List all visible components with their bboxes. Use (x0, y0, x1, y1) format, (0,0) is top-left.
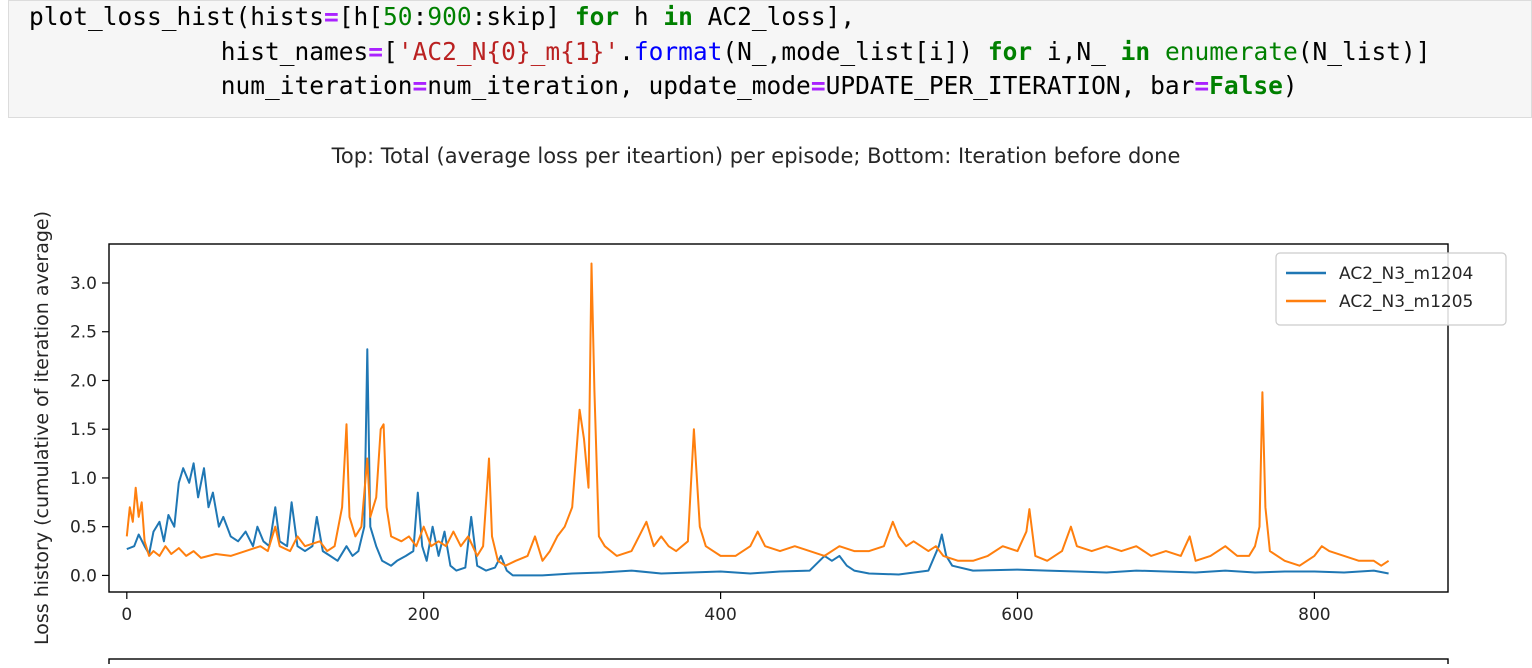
legend-label: AC2_N3_m1204 (1339, 264, 1473, 284)
y-tick-label: 1.0 (70, 469, 97, 489)
next-plot-frame-top (108, 658, 1449, 668)
code-token: [h[ (338, 2, 384, 31)
code-editor[interactable]: plot_loss_hist(hists=[h[50:900:skip] for… (29, 0, 1430, 104)
code-token: enumerate (1164, 36, 1298, 66)
code-token (29, 37, 221, 66)
code-token: format (633, 36, 723, 66)
code-token: 900 (427, 2, 472, 31)
code-token: 'AC2_N{0}_m{1}' (397, 36, 620, 66)
chart-title: Top: Total (average loss per iteartion) … (331, 144, 1181, 168)
y-tick-label: 0.0 (70, 566, 97, 586)
series-layer (125, 262, 1390, 577)
code-token: : (412, 2, 428, 31)
code-token: (N_list)] (1297, 36, 1431, 66)
code-token: for (987, 36, 1033, 66)
y-tick-label: 2.0 (70, 371, 97, 391)
code-token: in (1120, 36, 1151, 66)
code-token: num_iteration, update_mode (427, 71, 811, 100)
code-token: = (368, 36, 384, 66)
code-token: = (1194, 71, 1210, 100)
code-token (29, 71, 221, 100)
y-axis-label: Loss history (cumulative of iteration av… (31, 211, 53, 645)
series-line-AC2_N3_m1204 (126, 348, 1389, 577)
code-token: num_iteration (220, 71, 413, 100)
code-token: UPDATE_PER_ITERATION, bar (825, 71, 1195, 100)
series-line-AC2_N3_m1205 (125, 262, 1390, 567)
code-token: (N_,mode_list[i]) (722, 36, 988, 66)
code-token: 50 (383, 2, 413, 31)
code-line-3: num_iteration=num_iteration, update_mode… (29, 71, 1298, 100)
axis-ticks: 0 200 400 600 800 0.0 0.5 1.0 1.5 2.0 2.5 3.0 (70, 274, 1331, 625)
y-tick-label: 3.0 (70, 274, 97, 294)
code-token: = (324, 2, 339, 31)
x-tick-label: 800 (1298, 605, 1330, 625)
code-token: in (663, 2, 693, 31)
code-token: h (619, 2, 664, 31)
legend-box (1275, 252, 1507, 326)
code-token: AC2_loss], (692, 2, 856, 31)
code-cell[interactable]: plot_loss_hist(hists=[h[50:900:skip] for… (8, 0, 1532, 118)
cell-output: Top: Total (average loss per iteartion) … (0, 118, 1532, 668)
code-token (1150, 37, 1165, 66)
y-tick-label: 2.5 (70, 323, 97, 343)
code-token: . (619, 36, 634, 66)
legend-label: AC2_N3_m1205 (1339, 292, 1473, 312)
chart-legend: AC2_N3_m1204 AC2_N3_m1205 (1275, 252, 1507, 326)
x-tick-label: 200 (407, 605, 439, 625)
code-token: hist_names (220, 36, 369, 66)
plot-frame (108, 243, 1449, 593)
code-token: = (412, 71, 428, 100)
code-token: i,N_ (1032, 36, 1121, 66)
code-token: [ (383, 36, 398, 66)
y-tick-label: 0.5 (70, 518, 97, 538)
code-token: ) (1282, 71, 1298, 100)
code-line-1: plot_loss_hist(hists=[h[50:900:skip] for… (29, 2, 855, 31)
code-line-2: hist_names=['AC2_N{0}_m{1}'.format(N_,mo… (29, 36, 1431, 66)
code-token: = (810, 71, 826, 100)
x-tick-label: 600 (1001, 605, 1033, 625)
code-token: :skip] (471, 2, 575, 31)
loss-chart: Top: Total (average loss per iteartion) … (31, 144, 1507, 668)
code-token: plot_loss_hist(hists (29, 2, 325, 31)
y-tick-label: 1.5 (70, 420, 97, 440)
code-token: False (1209, 71, 1283, 100)
x-tick-label: 0 (121, 605, 132, 625)
code-token: for (574, 2, 620, 31)
x-tick-label: 400 (704, 605, 736, 625)
